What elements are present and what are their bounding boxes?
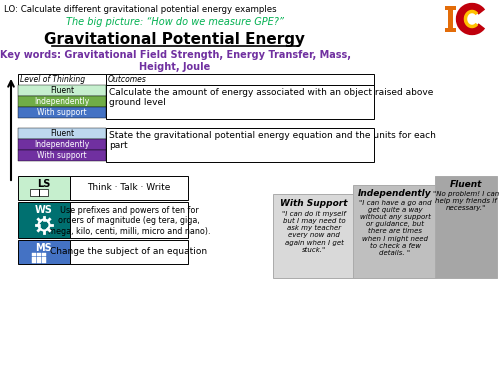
Text: The big picture: “How do we measure GPE?”: The big picture: “How do we measure GPE?… <box>66 17 284 27</box>
FancyBboxPatch shape <box>18 96 106 107</box>
Text: Outcomes: Outcomes <box>108 75 147 84</box>
FancyBboxPatch shape <box>445 28 456 32</box>
Text: "I can have a go and
get quite a way
without any support
or guidance, but
there : "I can have a go and get quite a way wit… <box>358 200 432 255</box>
FancyBboxPatch shape <box>273 194 355 278</box>
FancyBboxPatch shape <box>39 189 48 196</box>
Text: LO: Calculate different gravitational potential energy examples: LO: Calculate different gravitational po… <box>4 5 276 14</box>
Text: Independently: Independently <box>358 189 432 198</box>
FancyBboxPatch shape <box>42 260 46 263</box>
Text: With support: With support <box>37 151 87 160</box>
Text: With Support: With Support <box>280 199 348 208</box>
Text: Independently: Independently <box>34 97 90 106</box>
FancyBboxPatch shape <box>37 253 41 256</box>
Text: Key words: Gravitational Field Strength, Energy Transfer, Mass,
Height, Joule: Key words: Gravitational Field Strength,… <box>0 50 350 72</box>
FancyBboxPatch shape <box>37 260 41 263</box>
Text: "I can do it myself
but I may need to
ask my teacher
every now and
again when I : "I can do it myself but I may need to as… <box>282 211 346 252</box>
FancyBboxPatch shape <box>32 256 36 259</box>
FancyBboxPatch shape <box>106 128 374 162</box>
FancyBboxPatch shape <box>30 189 39 196</box>
FancyBboxPatch shape <box>18 128 106 139</box>
FancyBboxPatch shape <box>435 176 497 278</box>
FancyBboxPatch shape <box>18 176 70 200</box>
Text: Change the subject of an equation: Change the subject of an equation <box>50 248 207 256</box>
Text: Level of Thinking: Level of Thinking <box>20 75 85 84</box>
FancyBboxPatch shape <box>18 74 106 85</box>
FancyBboxPatch shape <box>106 74 374 85</box>
FancyBboxPatch shape <box>106 85 374 119</box>
FancyBboxPatch shape <box>18 139 106 150</box>
Text: MS: MS <box>36 243 52 253</box>
FancyBboxPatch shape <box>70 240 188 264</box>
FancyBboxPatch shape <box>18 85 106 96</box>
FancyBboxPatch shape <box>448 6 453 32</box>
FancyBboxPatch shape <box>18 202 70 238</box>
Text: With support: With support <box>37 108 87 117</box>
Text: Fluent: Fluent <box>450 180 482 189</box>
FancyBboxPatch shape <box>70 176 188 200</box>
FancyBboxPatch shape <box>32 253 36 256</box>
Text: Independently: Independently <box>34 140 90 149</box>
FancyBboxPatch shape <box>42 253 46 256</box>
FancyBboxPatch shape <box>70 202 188 238</box>
Text: Fluent: Fluent <box>50 129 74 138</box>
FancyBboxPatch shape <box>18 107 106 118</box>
FancyBboxPatch shape <box>353 185 437 278</box>
FancyBboxPatch shape <box>18 240 70 264</box>
FancyBboxPatch shape <box>42 256 46 259</box>
Text: "No problem! I can
help my friends if
necessary.": "No problem! I can help my friends if ne… <box>433 191 499 211</box>
Text: WS: WS <box>35 205 53 215</box>
Circle shape <box>42 222 46 228</box>
Text: Use prefixes and powers of ten for
orders of magnitude (eg tera, giga,
mega, kil: Use prefixes and powers of ten for order… <box>48 206 210 236</box>
Text: Think · Talk · Write: Think · Talk · Write <box>88 183 170 192</box>
Text: Calculate the amount of energy associated with an object raised above
ground lev: Calculate the amount of energy associate… <box>109 88 434 107</box>
Text: Gravitational Potential Energy: Gravitational Potential Energy <box>44 32 306 47</box>
FancyBboxPatch shape <box>18 150 106 161</box>
Text: Fluent: Fluent <box>50 86 74 95</box>
Text: LS: LS <box>38 179 51 189</box>
Text: State the gravitational potential energy equation and the units for each
part: State the gravitational potential energy… <box>109 131 436 150</box>
FancyBboxPatch shape <box>445 6 456 10</box>
FancyBboxPatch shape <box>37 256 41 259</box>
FancyBboxPatch shape <box>32 260 36 263</box>
